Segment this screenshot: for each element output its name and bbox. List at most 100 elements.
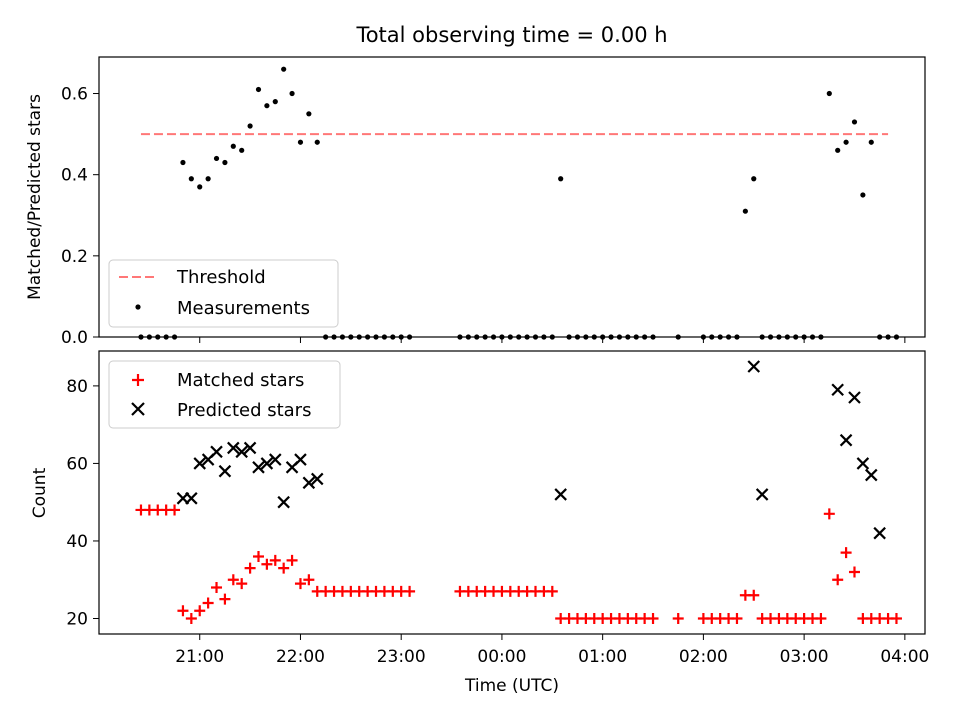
matched-star-point: [169, 504, 181, 516]
measurement-point: [306, 111, 312, 117]
matched-legend-swatch: [132, 374, 144, 386]
count-legend: Matched stars Predicted stars: [108, 360, 341, 429]
matched-star-point: [278, 562, 290, 574]
measurement-point: [264, 103, 270, 109]
measurement-point: [751, 176, 757, 182]
x-tick-label: 02:00: [679, 647, 728, 667]
matched-star-point: [286, 554, 298, 566]
predicted-star-point: [302, 476, 316, 490]
predicted-star-point: [310, 472, 324, 486]
count-y-tick-label: 60: [66, 454, 88, 474]
predicted-star-point: [831, 383, 844, 397]
matched-star-point: [848, 566, 860, 578]
matched-star-point: [269, 554, 281, 566]
matched-star-point: [185, 612, 197, 624]
measurement-points: [138, 66, 900, 340]
matched-star-point: [823, 508, 835, 520]
matched-star-point: [832, 574, 844, 586]
x-tick-label: 03:00: [780, 647, 829, 667]
matched-star-point: [731, 612, 743, 624]
ratio-y-axis-label: Matched/Predicted stars: [25, 94, 45, 300]
ratio-y-tick-label: 0.0: [61, 328, 88, 348]
measurement-point: [180, 159, 186, 166]
predicted-legend-swatch: [131, 402, 145, 416]
predicted-star-point: [235, 445, 248, 459]
predicted-star-point: [227, 441, 240, 455]
matched-stars-points: [135, 504, 902, 624]
matched-star-point: [252, 550, 264, 562]
measurements-legend-label: Measurements: [177, 298, 310, 319]
predicted-star-point: [243, 441, 257, 455]
measurement-point: [868, 139, 874, 145]
measurement-point: [205, 176, 211, 182]
count-y-tick-label: 80: [66, 377, 88, 397]
matched-star-point: [219, 593, 231, 605]
predicted-star-point: [873, 526, 886, 540]
count-x-ticks: 21:00 22:00 23:00 00:00 01:00 02:00 03:00 04:00: [175, 634, 929, 667]
predicted-star-point: [252, 461, 265, 474]
matched-star-point: [194, 605, 206, 617]
predicted-star-point: [848, 391, 861, 404]
predicted-star-point: [747, 360, 761, 373]
x-tick-label: 23:00: [377, 647, 426, 667]
matched-star-point: [840, 547, 852, 559]
measurement-point: [239, 147, 245, 153]
predicted-star-point: [277, 495, 290, 509]
measurement-point: [851, 119, 858, 125]
count-y-tick-label: 20: [66, 609, 88, 629]
ratio-legend-box: [108, 259, 339, 328]
x-axis-label: Time (UTC): [464, 676, 559, 696]
measurement-point: [835, 147, 841, 153]
predicted-star-point: [193, 457, 207, 470]
measurement-point: [843, 139, 849, 145]
count-plot-frame: [98, 350, 926, 635]
predicted-star-point: [839, 433, 853, 447]
predicted-star-point: [218, 464, 232, 478]
ratio-y-tick-label: 0.6: [61, 85, 88, 105]
matched-star-point: [227, 574, 239, 586]
count-y-axis-label: Count: [30, 467, 50, 518]
predicted-star-point: [856, 457, 870, 470]
threshold-legend-label: Threshold: [176, 267, 266, 288]
measurement-point: [247, 123, 253, 129]
x-tick-label: 00:00: [477, 647, 526, 667]
matched-star-point: [672, 612, 684, 624]
matched-star-point: [202, 597, 214, 609]
matched-star-point: [546, 585, 558, 597]
ratio-y-tick-label: 0.4: [61, 166, 88, 186]
predicted-star-point: [269, 453, 282, 466]
measurement-point: [188, 176, 194, 182]
matched-star-point: [890, 612, 902, 624]
predicted-star-point: [294, 453, 307, 466]
count-y-tick-label: 40: [66, 532, 88, 552]
measurement-point: [281, 66, 287, 72]
count-y-ticks: 20 40 60 80: [66, 377, 99, 629]
predicted-star-point: [755, 488, 769, 501]
matched-star-point: [815, 612, 827, 624]
measurement-point: [230, 143, 236, 149]
measurement-point: [742, 208, 748, 214]
predicted-stars-points: [176, 360, 886, 540]
chart-title: Total observing time = 0.00 h: [355, 23, 667, 47]
matched-star-point: [404, 585, 416, 597]
predicted-star-point: [554, 488, 567, 501]
predicted-legend-label: Predicted stars: [177, 400, 311, 421]
predicted-star-point: [185, 492, 198, 505]
measurement-point: [826, 90, 832, 97]
ratio-plot-frame: [98, 56, 926, 338]
matched-star-point: [303, 574, 315, 586]
predicted-star-point: [210, 445, 223, 459]
measurement-point: [314, 139, 320, 145]
matched-star-point: [294, 578, 306, 590]
measurement-point: [289, 90, 295, 97]
x-tick-label: 04:00: [880, 647, 929, 667]
ratio-y-ticks: 0.0 0.2 0.4 0.6: [61, 85, 99, 348]
ratio-panel: Total observing time = 0.00 h Matched/Pr…: [25, 23, 926, 348]
measurement-point: [197, 184, 203, 190]
count-legend-box: [108, 360, 341, 429]
ratio-legend: Threshold Measurements: [108, 259, 339, 328]
matched-star-point: [261, 558, 273, 570]
matched-star-point: [647, 612, 659, 624]
measurement-point: [272, 99, 278, 105]
